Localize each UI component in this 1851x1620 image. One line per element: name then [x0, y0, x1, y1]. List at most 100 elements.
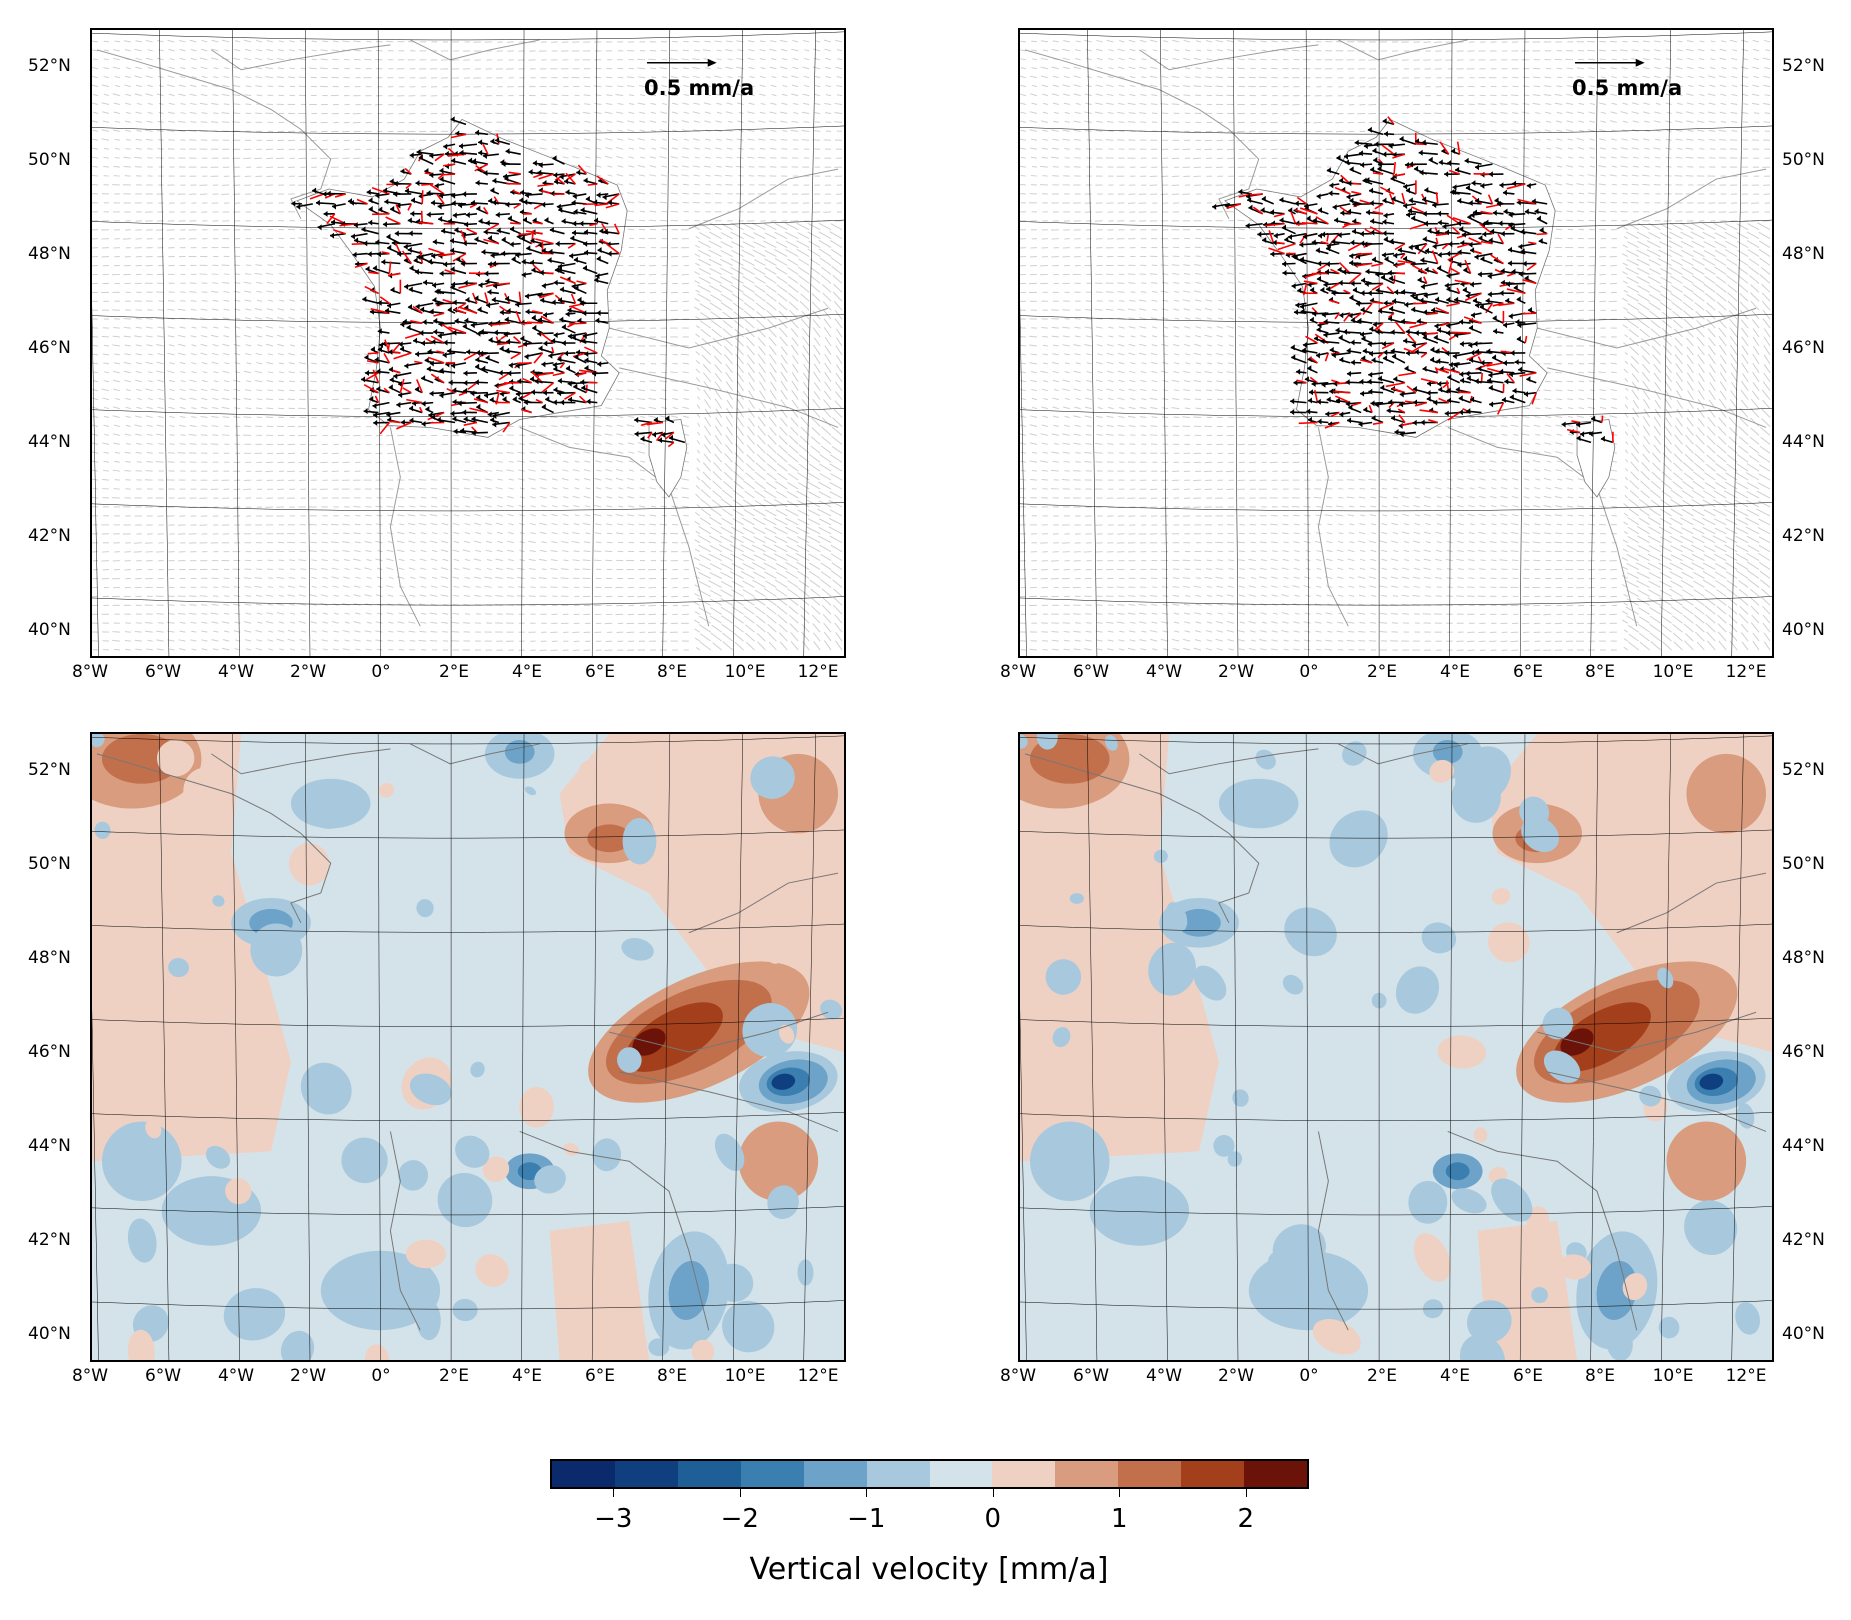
lon-tick-label: 4°E: [511, 1366, 543, 1386]
station-vectors: [291, 116, 686, 448]
colorbar-tick-label: 1: [1110, 1504, 1128, 1534]
colorbar-segment: [992, 1461, 1056, 1487]
lon-tick-label: 2°W: [1217, 1366, 1255, 1386]
velocity-contours: [92, 734, 844, 1360]
lon-tick-label: 12°E: [1725, 1366, 1767, 1386]
lon-tick-label: 10°E: [724, 662, 766, 682]
colorbar-tick-label: 2: [1237, 1504, 1255, 1534]
lon-tick-label: 0°: [371, 1366, 391, 1386]
lat-tick-label: 46°N: [28, 338, 71, 358]
coastlines: [1024, 743, 1767, 1331]
lon-tick-label: 0°: [371, 662, 391, 682]
map-panel-top-left: 0.5 mm/a: [90, 28, 846, 658]
lat-tick-label: 46°N: [1782, 338, 1825, 358]
lon-tick-label: 8°E: [656, 662, 688, 682]
colorbar-tick-label: 0: [984, 1504, 1002, 1534]
coastlines: [1024, 39, 1767, 627]
lon-tick-label: 6°W: [144, 662, 182, 682]
colorbar-title: Vertical velocity [mm/a]: [749, 1552, 1109, 1587]
lat-tick-label: 52°N: [1782, 760, 1825, 780]
colorbar-segment: [614, 1461, 678, 1487]
colorbar-tick: [1245, 1489, 1247, 1497]
map-panel-bottom-right: [1018, 732, 1774, 1362]
lon-tick-label: 6°E: [584, 1366, 616, 1386]
lat-tick-label: 44°N: [1782, 1136, 1825, 1156]
lon-tick-label: 0°: [1299, 1366, 1319, 1386]
lon-tick-label: 6°W: [1072, 662, 1110, 682]
lon-tick-label: 6°E: [1512, 662, 1544, 682]
lon-tick-label: 6°W: [1072, 1366, 1110, 1386]
lat-tick-label: 40°N: [1782, 1324, 1825, 1344]
lon-tick-label: 2°W: [289, 1366, 327, 1386]
lon-tick-label: 2°E: [438, 662, 470, 682]
lat-tick-label: 42°N: [1782, 1230, 1825, 1250]
lon-tick-label: 4°W: [1145, 1366, 1183, 1386]
graticule: [92, 734, 844, 1360]
station-vectors: [1212, 116, 1614, 444]
colorbar-segment: [552, 1461, 615, 1487]
reference-arrow: [647, 58, 717, 67]
graticule: [1020, 30, 1772, 656]
lat-tick-label: 40°N: [28, 620, 71, 640]
lon-tick-label: 8°W: [999, 662, 1037, 682]
lon-tick-label: 8°E: [656, 1366, 688, 1386]
velocity-contours: [1020, 734, 1772, 1360]
colorbar-segment: [866, 1461, 930, 1487]
lat-tick-label: 46°N: [1782, 1042, 1825, 1062]
reference-arrow: [1575, 58, 1645, 67]
colorbar-tick-label: −1: [847, 1504, 886, 1534]
lon-tick-label: 4°E: [1439, 1366, 1471, 1386]
graticule: [1020, 734, 1772, 1360]
graticule: [92, 30, 844, 656]
coastlines: [96, 39, 839, 627]
lat-tick-label: 44°N: [28, 1136, 71, 1156]
colorbar-tick: [866, 1489, 868, 1497]
lon-tick-label: 8°W: [71, 1366, 109, 1386]
colorbar-tick: [992, 1489, 994, 1497]
lon-tick-label: 4°W: [217, 662, 255, 682]
map-canvas: [1020, 30, 1772, 656]
lat-tick-label: 48°N: [1782, 244, 1825, 264]
lon-tick-label: 10°E: [1652, 662, 1694, 682]
lon-tick-label: 4°E: [511, 662, 543, 682]
lon-tick-label: 2°E: [1366, 1366, 1398, 1386]
lat-tick-label: 50°N: [1782, 150, 1825, 170]
lon-tick-label: 2°E: [438, 1366, 470, 1386]
lon-tick-label: 4°W: [217, 1366, 255, 1386]
lat-tick-label: 50°N: [28, 854, 71, 874]
lat-tick-label: 52°N: [28, 760, 71, 780]
lat-tick-label: 42°N: [28, 1230, 71, 1250]
lat-tick-label: 40°N: [28, 1324, 71, 1344]
lon-tick-label: 6°E: [584, 662, 616, 682]
lon-tick-label: 8°E: [1584, 1366, 1616, 1386]
colorbar-tick: [1119, 1489, 1121, 1497]
colorbar-tick-label: −2: [720, 1504, 759, 1534]
lat-tick-label: 52°N: [28, 56, 71, 76]
lon-tick-label: 10°E: [1652, 1366, 1694, 1386]
lon-tick-label: 2°W: [1217, 662, 1255, 682]
lat-tick-label: 40°N: [1782, 620, 1825, 640]
lon-tick-label: 8°E: [1584, 662, 1616, 682]
colorbar-tick-label: −3: [594, 1504, 633, 1534]
lat-tick-label: 46°N: [28, 1042, 71, 1062]
colorbar-tick: [613, 1489, 615, 1497]
lat-tick-label: 48°N: [1782, 948, 1825, 968]
colorbar: [550, 1459, 1309, 1489]
lat-tick-label: 50°N: [1782, 854, 1825, 874]
colorbar-segment: [803, 1461, 867, 1487]
lon-tick-label: 2°E: [1366, 662, 1398, 682]
reference-vector-label: 0.5 mm/a: [644, 76, 755, 100]
lon-tick-label: 12°E: [797, 1366, 839, 1386]
lon-tick-label: 10°E: [724, 1366, 766, 1386]
colorbar-segment: [1244, 1461, 1308, 1487]
colorbar-tick: [739, 1489, 741, 1497]
lon-tick-label: 4°W: [1145, 662, 1183, 682]
lon-tick-label: 4°E: [1439, 662, 1471, 682]
map-panel-top-right: 0.5 mm/a: [1018, 28, 1774, 658]
reference-vector-label: 0.5 mm/a: [1572, 76, 1683, 100]
colorbar-segment: [677, 1461, 741, 1487]
map-canvas: [1020, 734, 1772, 1360]
lat-tick-label: 42°N: [1782, 526, 1825, 546]
lat-tick-label: 48°N: [28, 244, 71, 264]
colorbar-segment: [740, 1461, 804, 1487]
